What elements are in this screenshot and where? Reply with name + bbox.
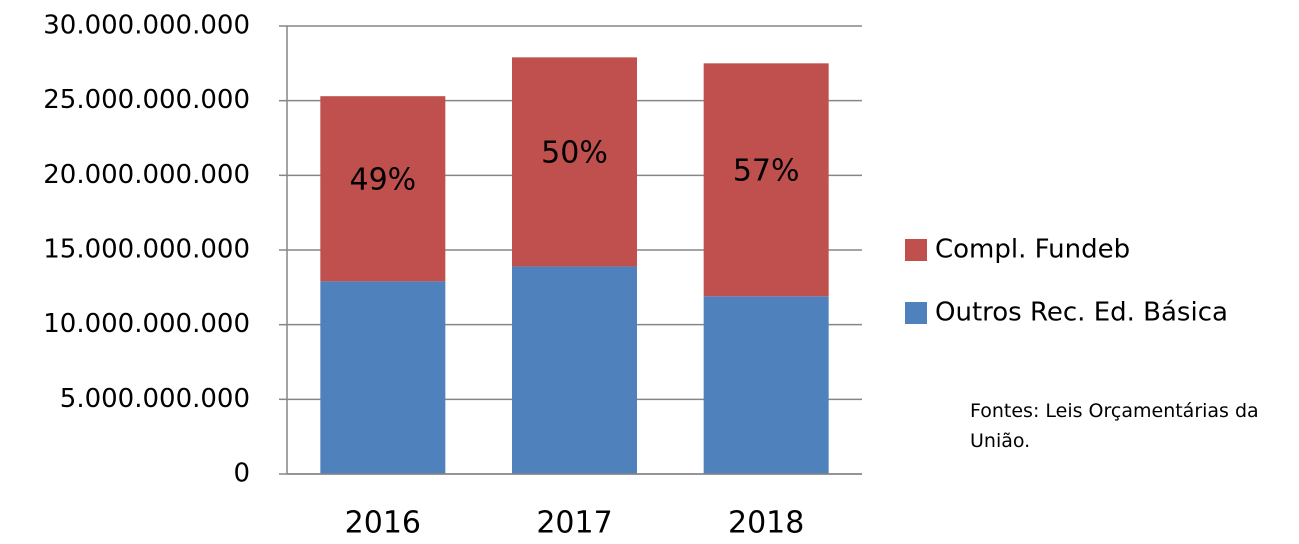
x-tick-label: 2018: [728, 506, 804, 541]
legend-swatch: [905, 239, 927, 261]
x-tick-label: 2016: [345, 506, 421, 541]
legend-label: Outros Rec. Ed. Básica: [935, 298, 1228, 328]
bar-segment: [703, 63, 829, 297]
y-tick-label: 20.000.000.000: [43, 160, 250, 190]
y-tick-label: 30.000.000.000: [43, 11, 250, 41]
segment-annotation: 49%: [349, 162, 416, 197]
legend-swatch: [905, 302, 927, 324]
segment-annotation: 57%: [733, 153, 800, 188]
y-tick-label: 5.000.000.000: [60, 384, 250, 414]
bar-segment: [320, 281, 446, 474]
bar-segment: [703, 296, 829, 474]
bar-segment: [512, 57, 637, 267]
source-note: Fontes: Leis Orçamentárias da União.: [970, 400, 1259, 452]
y-tick-label: 25.000.000.000: [43, 85, 250, 115]
bar-segment: [512, 266, 637, 474]
legend-label: Compl. Fundeb: [935, 235, 1130, 265]
segment-annotation: 50%: [541, 135, 608, 170]
x-tick-label: 2017: [536, 506, 612, 541]
y-tick-label: 15.000.000.000: [43, 235, 250, 265]
y-tick-label: 10.000.000.000: [43, 309, 250, 339]
bar-segment: [320, 96, 446, 282]
y-tick-label: 0: [233, 459, 250, 489]
